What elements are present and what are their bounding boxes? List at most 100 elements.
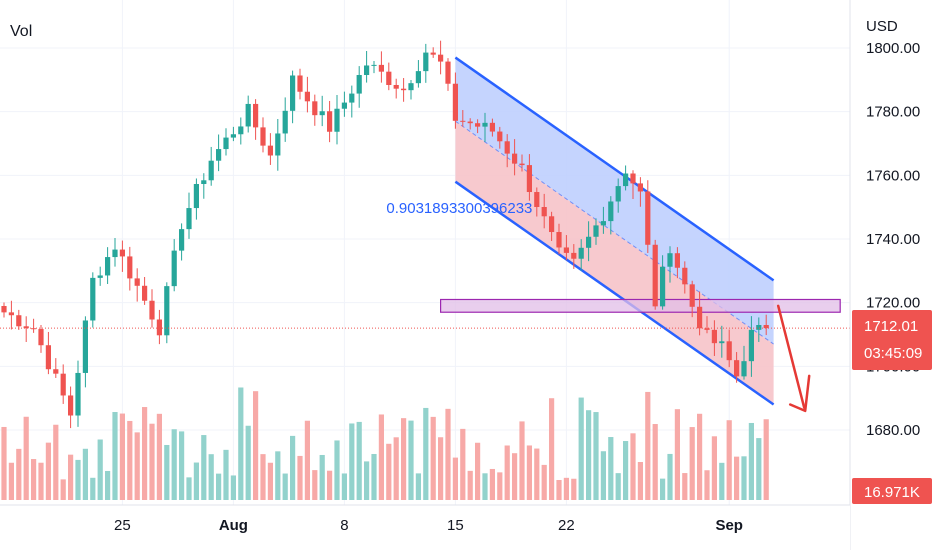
volume-bar — [356, 421, 362, 500]
candle-body — [82, 320, 88, 373]
candle-body — [105, 257, 111, 276]
volume-bar — [149, 423, 155, 500]
time-tick-label: Aug — [219, 517, 248, 534]
candle-body — [119, 249, 125, 257]
candle-body — [689, 284, 695, 307]
candle-body — [186, 208, 192, 230]
candle-body — [697, 306, 703, 329]
currency-label: USD — [866, 18, 898, 35]
volume-bar — [689, 427, 695, 500]
volume-bar — [75, 459, 81, 500]
candle-body — [637, 183, 643, 192]
volume-bar — [319, 454, 325, 500]
resistance-zone[interactable] — [440, 298, 841, 313]
volume-bar — [489, 468, 495, 500]
volume-bar — [519, 421, 525, 500]
volume-bar — [134, 432, 140, 500]
volume-bar — [186, 477, 192, 500]
volume-bar — [682, 473, 688, 500]
candle-body — [652, 244, 658, 307]
candle-body — [563, 247, 569, 253]
candle-body — [171, 250, 177, 287]
volume-bar — [630, 433, 636, 500]
volume-bar — [253, 391, 259, 500]
candle-body — [423, 52, 429, 72]
time-tick-label: Sep — [715, 517, 743, 534]
time-tick-label: 15 — [447, 517, 464, 534]
volume-bar — [105, 470, 111, 500]
candle-body — [68, 395, 74, 416]
candle-body — [16, 315, 22, 327]
volume-bar — [534, 448, 540, 500]
candle-body — [541, 207, 547, 217]
candle-body — [645, 191, 651, 245]
volume-bar — [600, 451, 606, 500]
candle-body — [475, 123, 481, 127]
volume-bar — [193, 462, 199, 500]
volume-bar — [53, 424, 59, 500]
candle-body — [364, 65, 370, 76]
candle-body — [623, 173, 629, 187]
volume-bar — [549, 398, 555, 500]
volume-bar — [171, 429, 177, 500]
volume-bar — [734, 456, 740, 500]
candle-body — [556, 232, 562, 248]
volume-bar — [608, 437, 614, 500]
candle-body — [349, 93, 355, 103]
time-tick-label: 8 — [340, 517, 348, 534]
candle-body — [549, 216, 555, 233]
volume-bar — [704, 470, 710, 500]
volume-bar — [31, 459, 37, 500]
channel-upper-line — [454, 56, 775, 282]
volume-bar — [467, 470, 473, 500]
volume-bar — [45, 442, 51, 500]
volume-bar — [68, 454, 74, 500]
volume-bar — [245, 425, 251, 500]
candle-body — [682, 267, 688, 285]
candle-body — [238, 126, 244, 135]
volume-bar — [660, 478, 666, 500]
candle-body — [667, 253, 673, 267]
candle-body — [208, 160, 214, 181]
volume-bar — [327, 470, 333, 500]
price-axis: 1800.001780.001760.001740.001720.001700.… — [866, 40, 920, 439]
arrow-shaft — [776, 304, 806, 409]
candle-body — [304, 91, 310, 102]
volume-bar — [349, 423, 355, 500]
candle-body — [445, 61, 451, 84]
time-tick-label: 25 — [114, 517, 131, 534]
candle-body — [393, 84, 399, 89]
volume-bar — [216, 473, 222, 500]
candle-body — [571, 252, 577, 259]
candle-body — [260, 127, 266, 146]
price-tick-label: 1740.00 — [866, 231, 920, 248]
price-scale-background[interactable] — [850, 0, 932, 550]
candle-body — [497, 131, 503, 142]
candle-body — [216, 149, 222, 161]
time-scale-background[interactable] — [0, 505, 850, 550]
parallel-channel[interactable] — [454, 56, 775, 406]
volume-bar — [541, 464, 547, 500]
current-price-badge — [852, 310, 932, 370]
current-price-value: 1712.01 — [864, 318, 918, 335]
volume-bar — [364, 461, 370, 500]
volume-bar — [164, 444, 170, 500]
volume-bar — [201, 435, 207, 500]
volume-bar — [275, 451, 281, 500]
candle-body — [267, 145, 273, 156]
candle-body — [31, 328, 37, 330]
zone-box — [440, 298, 841, 313]
volume-bar — [112, 412, 118, 500]
volume-bar — [312, 470, 318, 500]
candle-body — [179, 229, 185, 251]
down-arrow-drawing[interactable] — [776, 304, 811, 413]
candle-body — [600, 221, 606, 226]
candle-body — [253, 103, 259, 128]
volume-bar — [334, 440, 340, 500]
volume-bar — [230, 475, 236, 500]
candle-body — [134, 278, 140, 286]
candle-body — [615, 186, 621, 202]
candle-body — [334, 108, 340, 132]
volume-bar — [119, 413, 125, 500]
